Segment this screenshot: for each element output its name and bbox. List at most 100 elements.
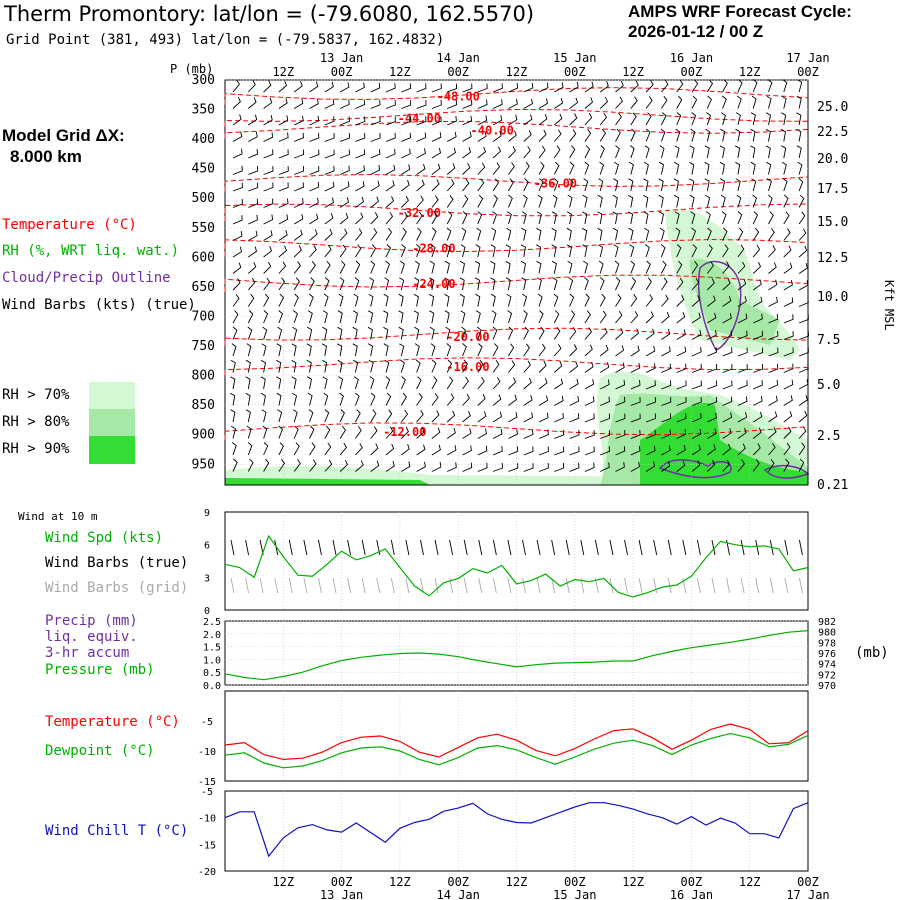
wind-barb [292,326,298,340]
wind-barb [691,380,702,390]
wind-barb [722,261,730,274]
wind-barb [355,443,363,456]
wind-barb [474,277,480,291]
wind-barb [508,178,514,192]
wind-barb [444,260,450,274]
wind-barb [645,429,656,439]
time-tick-top: 12Z [739,65,761,79]
wind-barb [782,79,788,93]
wind-barb [645,128,651,142]
wind-barb [339,82,350,93]
wind-barb [599,112,608,126]
wind-barb [584,327,592,340]
height-tick-label: 7.5 [817,333,840,348]
forecast-cycle-label: AMPS WRF Forecast Cycle: [628,2,852,21]
wind-barb [722,79,728,93]
wind-barb [600,446,610,456]
wind-barb [309,442,316,456]
wind-barb [367,310,374,324]
wind-barb [339,277,345,291]
wind-barb [553,293,559,307]
wind-barb [230,425,237,439]
legend-rh: RH (%, WRT liq. wat.) [2,243,180,259]
wind-barb [691,396,702,406]
wind-barb [783,228,791,241]
wind-barb [324,459,333,472]
wind-barb [737,244,745,258]
height-axis-label: Kft MSL [882,280,896,331]
wind-barb [676,380,687,390]
surface-wind-barb-grid [318,577,322,594]
wind-barb [783,280,793,291]
wind-barb [461,326,466,340]
wind-barb [722,330,733,340]
wind-barb [552,277,558,291]
wind-barb [569,396,580,406]
wind-barb [385,180,395,192]
legend-precip-liq: liq. equiv. [45,629,138,645]
wind-barb [752,79,758,93]
wind-barb [370,149,381,159]
wind-barb [508,429,518,439]
wind-barb [460,310,466,324]
wind-barb [768,379,779,390]
wind-barb [554,97,564,109]
wind-barb [278,115,289,126]
wind-barb [321,343,327,357]
surface-wind-barb-grid [259,577,264,594]
surface-wind-barb [449,539,454,556]
wind-barb [506,293,512,307]
wind-barb [600,413,611,423]
wind-barb [706,227,712,241]
wind-barb [430,244,436,258]
wind-barb [263,198,274,208]
wind-barb [737,347,748,357]
wind-barb [752,244,761,258]
pressure-series [224,630,809,681]
wind-barb [707,347,717,357]
wind-barb [612,211,618,225]
windchill-tick: -15 [198,840,216,851]
wind-barb [753,330,763,340]
wind-barb [554,395,564,406]
wind-barb [431,410,440,423]
wind-barb [400,227,407,241]
wind-barb [798,426,807,439]
wind-barb [368,359,374,373]
surface-wind-barb [478,539,483,556]
wind-barb [248,149,258,159]
legend-rh90-label: RH > 90% [2,441,70,457]
wind-barb [643,178,649,192]
wind-barb [232,294,240,307]
wind-barb [262,326,268,340]
wind-barb [477,162,486,175]
wind-barb [323,392,329,406]
cloud-outline [697,260,742,351]
wind-barb [491,310,497,324]
wind-barb [569,293,575,307]
wind-barb [293,459,301,472]
wind-barb [523,412,533,423]
wind-barb [477,115,488,126]
wind-barb [263,166,274,175]
wind-barb [416,409,424,423]
wind-barb [431,211,438,225]
wind-barb [645,277,652,291]
surface-wind-barb [580,539,585,556]
wind-barb [324,244,332,258]
surface-wind-barb [390,539,395,556]
wind-barb [582,244,588,258]
wind-barb [554,82,564,93]
wind-barb [337,310,343,324]
surface-wind-barb-grid [740,577,745,594]
wind-barb [431,427,441,439]
wind-barb [491,227,497,241]
wind-barb [584,81,594,93]
wind-barb [446,343,452,357]
wind-barb [401,116,412,126]
wind-barb [584,361,594,373]
wind-barb [446,393,455,406]
wind-barb [523,394,533,406]
temp-tick: -10 [198,747,216,758]
